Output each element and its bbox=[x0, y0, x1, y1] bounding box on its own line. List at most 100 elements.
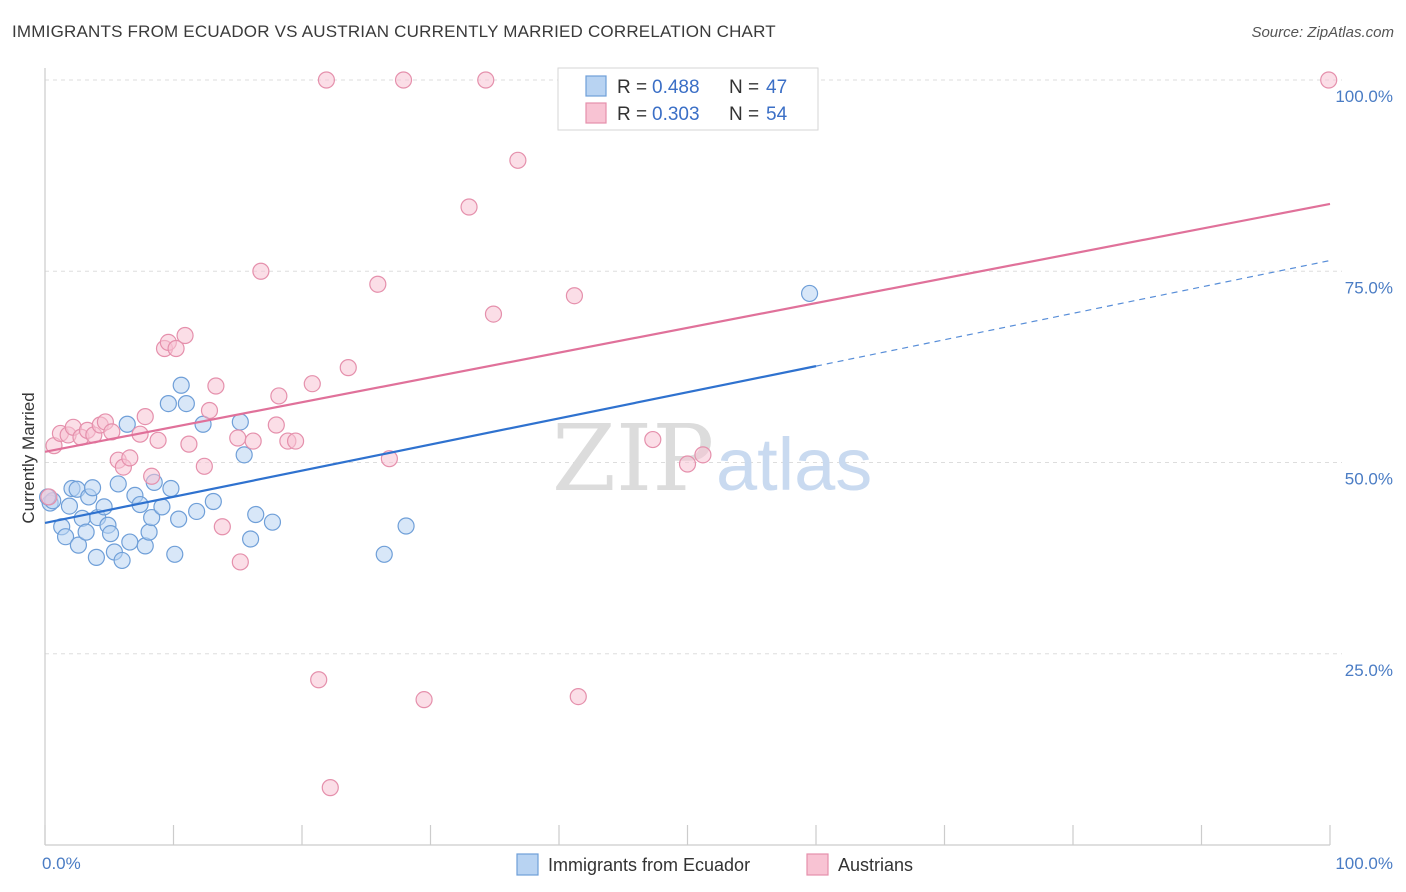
y-tick-label: 75.0% bbox=[1345, 278, 1393, 297]
source-label: Source: ZipAtlas.com bbox=[1251, 24, 1394, 41]
point-austrians bbox=[678, 455, 697, 473]
point-ecuador bbox=[143, 508, 161, 527]
point-ecuador bbox=[800, 284, 819, 303]
point-ecuador bbox=[69, 536, 88, 554]
x-tick-labels: 0.0% 100.0% bbox=[42, 854, 1393, 873]
point-ecuador bbox=[188, 502, 206, 521]
point-austrians bbox=[509, 151, 527, 169]
point-austrians bbox=[369, 275, 387, 293]
trendline-austrians bbox=[44, 202, 1331, 453]
point-austrians bbox=[195, 457, 213, 475]
point-austrians bbox=[1320, 71, 1338, 89]
point-ecuador bbox=[109, 475, 127, 493]
point-austrians bbox=[565, 287, 584, 305]
point-ecuador bbox=[177, 394, 195, 413]
point-ecuador bbox=[56, 528, 75, 546]
legend-n-value-2: 54 bbox=[766, 104, 788, 125]
point-austrians bbox=[303, 375, 321, 393]
point-austrians bbox=[176, 326, 194, 345]
y-tick-label: 100.0% bbox=[1335, 87, 1393, 106]
legend-swatch-blue bbox=[585, 75, 607, 97]
point-austrians bbox=[460, 198, 478, 216]
point-austrians bbox=[317, 71, 336, 89]
trendline-ecuador-extension bbox=[815, 259, 1331, 367]
legend-n-value-1: 47 bbox=[766, 77, 787, 98]
point-austrians bbox=[149, 431, 167, 449]
point-ecuador bbox=[397, 517, 415, 535]
point-ecuador bbox=[101, 525, 120, 543]
point-ecuador bbox=[242, 530, 260, 548]
x-tick-label: 100.0% bbox=[1335, 854, 1393, 873]
point-austrians bbox=[180, 435, 198, 453]
point-austrians bbox=[136, 408, 154, 426]
y-tick-label: 50.0% bbox=[1345, 470, 1393, 489]
legend-n-label-2: N = bbox=[729, 104, 759, 125]
point-ecuador bbox=[162, 479, 180, 498]
point-austrians bbox=[207, 377, 225, 395]
y-tick-label: 25.0% bbox=[1345, 661, 1393, 680]
bottom-legend-label-austrians: Austrians bbox=[838, 855, 913, 875]
point-austrians bbox=[484, 305, 503, 323]
point-austrians bbox=[167, 339, 185, 358]
point-ecuador bbox=[140, 523, 158, 541]
point-austrians bbox=[644, 430, 662, 449]
watermark-atlas: atlas bbox=[716, 423, 872, 506]
series-ecuador-points bbox=[38, 284, 819, 570]
series-austrians-points bbox=[40, 71, 1338, 797]
point-austrians bbox=[121, 449, 139, 467]
point-austrians bbox=[569, 687, 587, 706]
point-austrians bbox=[310, 671, 328, 689]
point-ecuador bbox=[204, 492, 222, 511]
point-ecuador bbox=[231, 413, 249, 431]
point-austrians bbox=[339, 359, 357, 377]
point-ecuador bbox=[170, 510, 188, 528]
point-austrians bbox=[40, 488, 58, 506]
point-austrians bbox=[200, 401, 219, 420]
bottom-legend: Immigrants from Ecuador Austrians bbox=[516, 853, 913, 876]
point-austrians bbox=[270, 387, 288, 405]
point-austrians bbox=[143, 467, 161, 485]
legend-swatch-pink bbox=[585, 102, 607, 124]
trendline-ecuador bbox=[44, 365, 817, 525]
point-austrians bbox=[286, 432, 305, 450]
point-austrians bbox=[244, 432, 262, 450]
bottom-legend-label-ecuador: Immigrants from Ecuador bbox=[548, 855, 750, 875]
point-austrians bbox=[267, 416, 285, 434]
bottom-legend-swatch-blue bbox=[516, 853, 539, 876]
point-austrians bbox=[321, 779, 339, 797]
legend-r-value-2: 0.303 bbox=[652, 104, 700, 125]
point-austrians bbox=[213, 518, 231, 536]
point-ecuador bbox=[159, 394, 177, 413]
legend-n-label-1: N = bbox=[729, 77, 759, 98]
point-ecuador bbox=[113, 551, 131, 570]
trend-lines bbox=[44, 202, 1331, 525]
chart-title: IMMIGRANTS FROM ECUADOR VS AUSTRIAN CURR… bbox=[12, 22, 776, 41]
point-austrians bbox=[694, 446, 712, 464]
point-ecuador bbox=[118, 415, 136, 433]
point-austrians bbox=[252, 262, 270, 280]
y-tick-labels: 25.0% 50.0% 75.0% 100.0% bbox=[1335, 87, 1393, 680]
point-austrians bbox=[231, 553, 249, 571]
legend-box: R = 0.488 N = 47 R = 0.303 N = 54 bbox=[557, 67, 819, 131]
legend-r-value-1: 0.488 bbox=[652, 77, 700, 98]
point-austrians bbox=[229, 429, 247, 447]
point-ecuador bbox=[166, 545, 184, 563]
legend-r-label-1: R = bbox=[617, 77, 647, 98]
point-austrians bbox=[477, 71, 495, 89]
point-ecuador bbox=[235, 446, 253, 464]
point-ecuador bbox=[60, 497, 79, 515]
point-ecuador bbox=[83, 479, 102, 497]
point-austrians bbox=[415, 691, 433, 709]
point-ecuador bbox=[263, 513, 282, 531]
point-ecuador bbox=[77, 523, 95, 541]
x-tick-label: 0.0% bbox=[42, 854, 81, 873]
point-ecuador bbox=[375, 545, 393, 563]
point-austrians bbox=[394, 71, 413, 89]
bottom-legend-swatch-pink bbox=[806, 853, 829, 876]
y-axis-label: Currently Married bbox=[19, 392, 38, 523]
point-ecuador bbox=[247, 505, 265, 524]
point-ecuador bbox=[87, 548, 106, 566]
legend-r-label-2: R = bbox=[617, 104, 647, 125]
point-ecuador bbox=[172, 376, 190, 394]
